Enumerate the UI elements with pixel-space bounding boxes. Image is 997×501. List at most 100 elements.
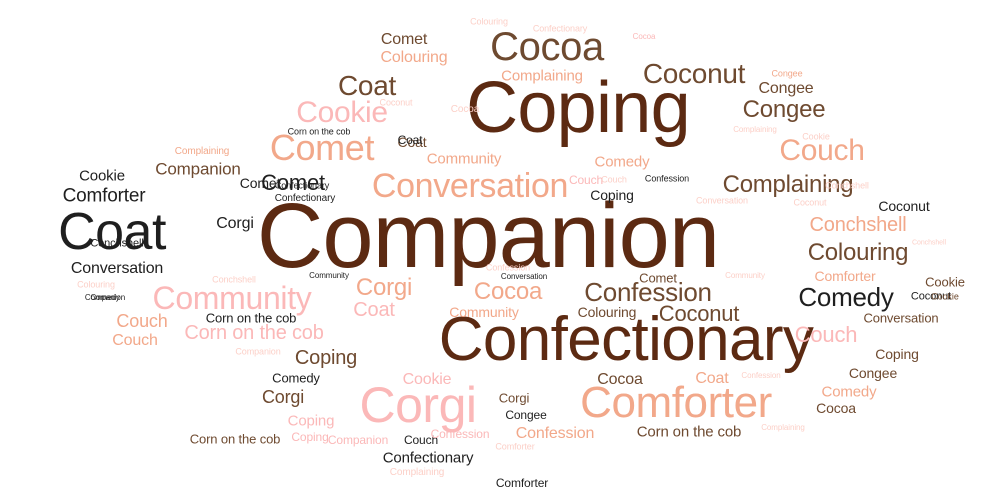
word-confectionary: Confectionary bbox=[274, 180, 330, 191]
word-conversation: Conversation bbox=[70, 260, 164, 277]
word-couch: Couch bbox=[794, 322, 858, 347]
word-comet: Comet bbox=[269, 127, 375, 168]
word-coat: Coat bbox=[397, 133, 423, 147]
word-colouring: Colouring bbox=[807, 239, 909, 266]
word-confession: Confession bbox=[430, 427, 490, 441]
word-corgi: Corgi bbox=[498, 390, 530, 406]
word-complaining: Complaining bbox=[389, 467, 445, 478]
word-coping: Coping bbox=[291, 430, 329, 444]
word-cocoa: Cocoa bbox=[632, 32, 656, 41]
word-coping: Coping bbox=[466, 68, 691, 148]
word-confession: Confession bbox=[741, 371, 781, 380]
word-complaining: Complaining bbox=[174, 146, 230, 157]
word-conchshell: Conchshell bbox=[212, 274, 256, 285]
word-congee: Congee bbox=[758, 80, 814, 97]
word-comforter: Comforter bbox=[814, 268, 876, 284]
word-companion: Companion bbox=[235, 346, 281, 357]
word-conchshell: Conchshell bbox=[825, 180, 869, 191]
word-corn-on-the-cob: Corn on the cob bbox=[287, 126, 351, 137]
word-comedy: Comedy bbox=[90, 293, 120, 302]
word-confession: Confession bbox=[515, 425, 595, 442]
word-comedy: Comedy bbox=[798, 282, 894, 312]
word-couch: Couch bbox=[568, 173, 604, 187]
word-community: Community bbox=[152, 280, 312, 316]
word-coat: Coat bbox=[397, 134, 427, 150]
word-couch: Couch bbox=[779, 134, 865, 167]
word-colouring: Colouring bbox=[380, 49, 448, 66]
word-coconut: Coconut bbox=[658, 301, 740, 326]
word-colouring: Colouring bbox=[577, 304, 637, 320]
word-conversation: Conversation bbox=[696, 195, 748, 206]
word-companion: Companion bbox=[256, 185, 720, 287]
word-community: Community bbox=[426, 150, 502, 168]
word-cocoa: Cocoa bbox=[597, 371, 643, 388]
word-complaining: Complaining bbox=[501, 67, 583, 85]
word-cocoa: Cocoa bbox=[473, 278, 543, 305]
word-conversation: Conversation bbox=[863, 310, 939, 326]
word-coconut: Coconut bbox=[910, 290, 952, 303]
word-corgi: Corgi bbox=[355, 274, 413, 301]
word-coat: Coat bbox=[337, 70, 397, 101]
word-coping: Coping bbox=[875, 346, 919, 362]
word-confession: Confession bbox=[584, 277, 712, 307]
word-colouring: Colouring bbox=[77, 279, 115, 290]
word-corn-on-the-cob: Corn on the cob bbox=[184, 322, 324, 344]
word-coat: Coat bbox=[58, 203, 166, 261]
word-confession: Confession bbox=[644, 173, 690, 184]
word-cookie: Cookie bbox=[79, 167, 125, 185]
word-congee: Congee bbox=[848, 365, 898, 381]
word-community: Community bbox=[449, 304, 519, 320]
word-corn-on-the-cob: Corn on the cob bbox=[189, 431, 281, 447]
word-coconut: Coconut bbox=[642, 58, 746, 89]
word-confectionary: Confectionary bbox=[382, 449, 474, 467]
word-couch: Couch bbox=[601, 174, 627, 185]
word-complaining: Complaining bbox=[722, 171, 854, 198]
word-confectionary: Confectionary bbox=[274, 193, 336, 204]
word-corn-on-the-cob: Corn on the cob bbox=[205, 310, 297, 326]
word-coconut: Coconut bbox=[878, 198, 930, 214]
word-conversation: Conversation bbox=[500, 272, 548, 281]
word-corn-on-the-cob: Corn on the cob bbox=[636, 423, 742, 441]
word-cocoa: Cocoa bbox=[816, 400, 856, 416]
word-comet: Comet bbox=[261, 170, 325, 195]
word-couch: Couch bbox=[112, 332, 158, 349]
word-corgi: Corgi bbox=[359, 377, 477, 433]
word-couch: Couch bbox=[403, 433, 439, 447]
word-coping: Coping bbox=[590, 187, 634, 203]
word-congee: Congee bbox=[771, 68, 803, 79]
word-cookie: Cookie bbox=[402, 371, 452, 388]
word-comet: Comet bbox=[639, 270, 677, 286]
word-coping: Coping bbox=[287, 412, 335, 430]
word-comforter: Comforter bbox=[495, 476, 549, 490]
word-community: Community bbox=[309, 271, 349, 280]
word-coping: Coping bbox=[294, 347, 358, 369]
word-complaining: Complaining bbox=[733, 125, 777, 134]
word-complaining: Complaining bbox=[761, 423, 805, 432]
word-companion: Companion bbox=[155, 159, 241, 179]
word-cookie: Cookie bbox=[802, 131, 830, 142]
word-cookie: Cookie bbox=[925, 274, 965, 290]
word-coat: Coat bbox=[695, 370, 729, 387]
word-cookie: Cookie bbox=[931, 291, 959, 302]
word-comforter: Comforter bbox=[580, 378, 772, 427]
word-coat: Coat bbox=[353, 299, 395, 321]
word-comet: Comet bbox=[239, 175, 281, 191]
word-comet: Comet bbox=[380, 31, 428, 48]
word-comforter: Comforter bbox=[62, 185, 146, 207]
word-cookie: Cookie bbox=[296, 96, 388, 129]
word-cocoa: Cocoa bbox=[490, 25, 604, 69]
word-confectionary: Confectionary bbox=[532, 23, 588, 34]
word-coconut: Coconut bbox=[793, 197, 827, 208]
word-corgi: Corgi bbox=[261, 387, 305, 407]
word-confectionary: Confectionary bbox=[438, 305, 814, 374]
word-conchshell: Conchshell bbox=[90, 237, 144, 250]
word-couch: Couch bbox=[116, 311, 168, 331]
word-community: Community bbox=[725, 271, 765, 280]
word-cocoa: Cocoa bbox=[450, 104, 480, 115]
word-congee: Congee bbox=[742, 96, 826, 123]
word-coconut: Coconut bbox=[379, 97, 413, 108]
word-conchshell: Conchshell bbox=[809, 214, 907, 236]
word-companion: Companion bbox=[327, 433, 389, 447]
word-comedy: Comedy bbox=[272, 370, 320, 386]
word-congee: Congee bbox=[505, 408, 547, 422]
